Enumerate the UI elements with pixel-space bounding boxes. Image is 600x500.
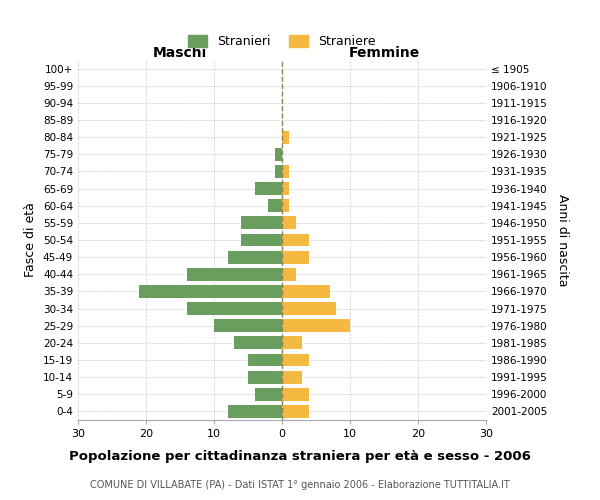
Bar xyxy=(227,405,282,418)
Bar xyxy=(248,354,282,366)
Text: Popolazione per cittadinanza straniera per età e sesso - 2006: Popolazione per cittadinanza straniera p… xyxy=(69,450,531,463)
Bar xyxy=(241,234,282,246)
Bar xyxy=(227,250,282,264)
Text: Maschi: Maschi xyxy=(153,46,207,60)
Bar xyxy=(282,320,350,332)
Bar xyxy=(282,370,302,384)
Bar xyxy=(187,302,282,315)
Bar xyxy=(187,268,282,280)
Y-axis label: Anni di nascita: Anni di nascita xyxy=(556,194,569,286)
Bar xyxy=(282,200,289,212)
Bar xyxy=(268,200,282,212)
Bar xyxy=(282,302,337,315)
Bar xyxy=(282,234,309,246)
Bar xyxy=(255,388,282,400)
Bar xyxy=(235,336,282,349)
Bar xyxy=(282,354,309,366)
Bar xyxy=(282,216,296,230)
Bar xyxy=(139,285,282,298)
Bar xyxy=(214,320,282,332)
Bar xyxy=(248,370,282,384)
Legend: Stranieri, Straniere: Stranieri, Straniere xyxy=(184,30,380,53)
Bar xyxy=(282,388,309,400)
Bar xyxy=(282,130,289,143)
Text: COMUNE DI VILLABATE (PA) - Dati ISTAT 1° gennaio 2006 - Elaborazione TUTTITALIA.: COMUNE DI VILLABATE (PA) - Dati ISTAT 1°… xyxy=(90,480,510,490)
Bar xyxy=(241,216,282,230)
Bar xyxy=(282,165,289,178)
Bar xyxy=(275,148,282,160)
Bar xyxy=(282,285,329,298)
Bar xyxy=(282,336,302,349)
Bar xyxy=(282,405,309,418)
Bar xyxy=(255,182,282,195)
Bar xyxy=(275,165,282,178)
Bar xyxy=(282,182,289,195)
Text: Femmine: Femmine xyxy=(349,46,419,60)
Bar xyxy=(282,268,296,280)
Bar xyxy=(282,250,309,264)
Y-axis label: Fasce di età: Fasce di età xyxy=(25,202,37,278)
